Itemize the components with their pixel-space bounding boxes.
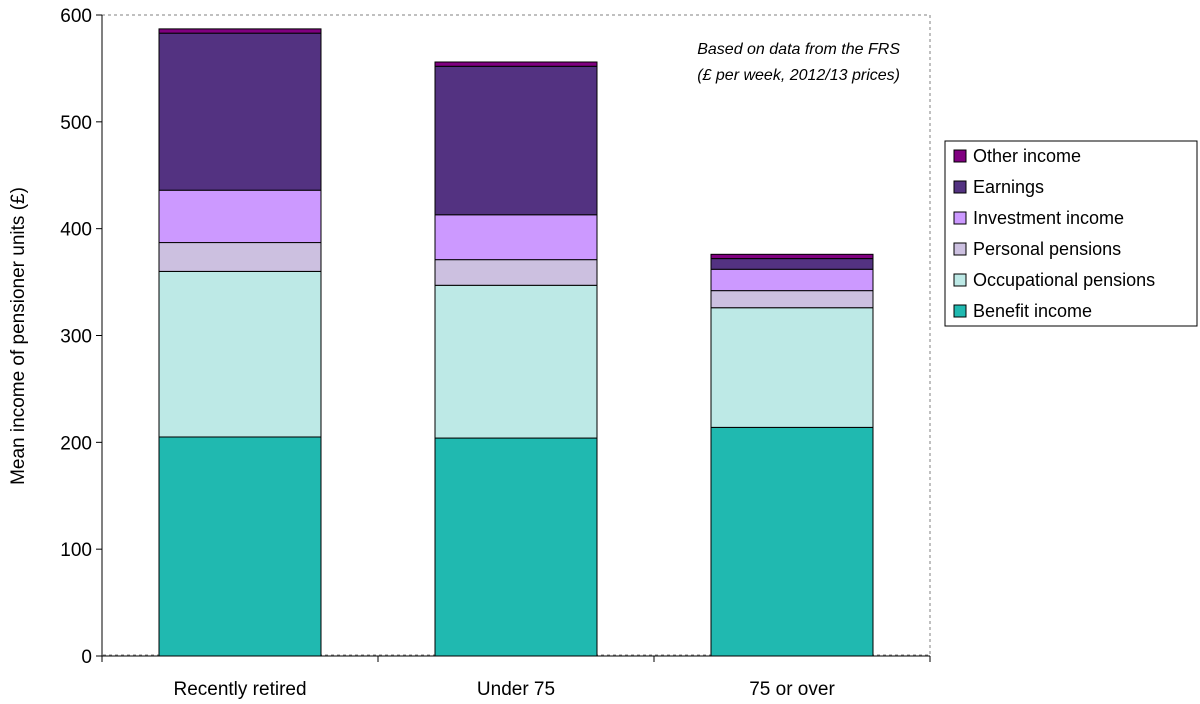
bar-segment <box>158 32 322 191</box>
y-tick-label: 100 <box>60 540 92 561</box>
legend-label: Benefit income <box>973 301 1092 321</box>
bar-segment <box>710 268 874 292</box>
bar-segment <box>434 437 598 657</box>
legend-swatch <box>953 242 967 256</box>
bar-segment <box>710 253 874 260</box>
bar-segment <box>434 284 598 439</box>
legend-swatch <box>953 180 967 194</box>
y-tick-label: 200 <box>60 433 92 454</box>
bar-segment <box>710 307 874 428</box>
y-tick-label: 300 <box>60 327 92 348</box>
legend-box <box>944 140 1198 327</box>
y-tick-label: 400 <box>60 220 92 241</box>
annotation-line-2: (£ per week, 2012/13 prices) <box>697 67 900 84</box>
legend: Other income Earnings Investment income Per… <box>944 140 1198 327</box>
y-ticks-group: 0 100 200 300 400 500 600 <box>60 6 102 668</box>
bar-segment <box>710 258 874 270</box>
x-category-label: Recently retired <box>173 679 306 700</box>
bar-segment <box>434 259 598 286</box>
legend-items: Other income Earnings Investment income Per… <box>953 146 1155 321</box>
legend-label: Personal pensions <box>973 239 1121 259</box>
legend-label: Earnings <box>973 177 1044 197</box>
bar-segment <box>434 214 598 261</box>
y-axis-label: Mean income of pensioner units (£) <box>8 187 29 485</box>
bars-group <box>158 28 874 657</box>
bar-segment <box>710 290 874 309</box>
legend-swatch <box>953 149 967 163</box>
legend-label: Other income <box>973 146 1081 166</box>
legend-swatch <box>953 304 967 318</box>
annotation-line-1: Based on data from the FRS <box>697 41 900 58</box>
bar-segment <box>158 436 322 657</box>
x-category-label: 75 or over <box>749 679 835 700</box>
bar-segment <box>158 189 322 244</box>
legend-swatch <box>953 273 967 287</box>
x-ticks-group: Recently retired Under 75 75 or over <box>101 656 931 700</box>
legend-label: Occupational pensions <box>973 270 1155 290</box>
bar-segment <box>158 28 322 34</box>
legend-label: Investment income <box>973 208 1124 228</box>
bar-segment <box>434 61 598 67</box>
y-tick-label: 0 <box>81 647 92 668</box>
y-tick-label: 500 <box>60 113 92 134</box>
y-tick-label: 600 <box>60 6 92 27</box>
bar-segment <box>710 426 874 657</box>
bar-segment <box>158 270 322 438</box>
x-category-label: Under 75 <box>477 679 555 700</box>
legend-swatch <box>953 211 967 225</box>
bar-segment <box>434 65 598 216</box>
bar-segment <box>158 242 322 272</box>
